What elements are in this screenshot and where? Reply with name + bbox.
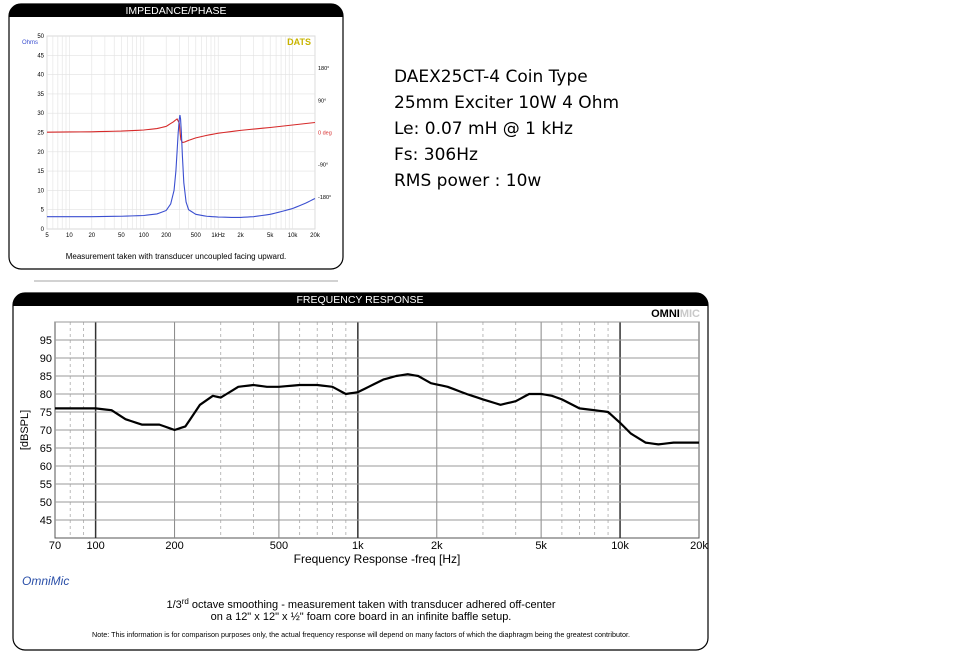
frequency-header-title: FREQUENCY RESPONSE [297, 294, 424, 306]
impedance-y-tick-label: 10 [37, 188, 44, 194]
frequency-x-tick-label: 200 [165, 540, 183, 552]
spec-list: DAEX25CT-4 Coin Type 25mm Exciter 10W 4 … [394, 64, 619, 194]
frequency-note: Note: This information is for comparison… [92, 630, 630, 639]
frequency-x-tick-label: 10k [611, 540, 629, 552]
impedance-y-tick-label: 30 [37, 111, 44, 117]
impedance-y-tick-label: 35 [37, 92, 44, 98]
frequency-response-line [55, 373, 699, 446]
impedance-x-tick-label: 50 [118, 233, 125, 239]
impedance-series-line [47, 115, 316, 218]
impedance-x-tick-label: 1kHz [211, 233, 225, 239]
frequency-x-tick-label: 70 [49, 540, 61, 552]
frequency-x-tick-label: 500 [270, 540, 288, 552]
frequency-y-tick-label: 95 [40, 335, 52, 347]
omnimic-logo: OMNIMIC [651, 308, 700, 320]
impedance-y-tick-label: 5 [41, 208, 45, 214]
phase-y-tick-label: 180° [318, 66, 329, 72]
omnimic-logo-bold: OMNI [651, 308, 680, 320]
frequency-x-tick-label: 5k [535, 540, 547, 552]
phase-series-line [46, 118, 316, 144]
frequency-caption-line1: 1/3rd octave smoothing - measurement tak… [166, 597, 555, 611]
phase-y-tick-label: 0 deg [318, 131, 332, 137]
impedance-x-ticks: 5 10 20 50 100 200 500 1kHz 2k 5k 10k 20k [45, 233, 321, 239]
impedance-y-tick-label: 15 [37, 169, 44, 175]
spec-rms-power: RMS power : 10w [394, 171, 542, 191]
frequency-y-tick-label: 70 [40, 425, 52, 437]
frequency-x-ticks: 70 100 200 500 1k 2k 5k 10k 20k [49, 540, 708, 552]
frequency-y-tick-label: 80 [40, 389, 52, 401]
impedance-caption: Measurement taken with transducer uncoup… [66, 252, 287, 261]
impedance-x-tick-label: 100 [139, 233, 150, 239]
phase-y-ticks: 180° 90° 0 deg -90° -180° [318, 66, 332, 201]
frequency-y-tick-label: 45 [40, 515, 52, 527]
frequency-x-tick-label: 20k [690, 540, 708, 552]
frequency-x-tick-label: 2k [431, 540, 443, 552]
impedance-grid [46, 35, 316, 230]
phase-y-tick-label: -180° [318, 195, 331, 201]
impedance-header-bar [9, 4, 343, 17]
impedance-header-title: IMPEDANCE/PHASE [126, 5, 227, 17]
frequency-y-tick-label: 75 [40, 407, 52, 419]
spec-description: 25mm Exciter 10W 4 Ohm [394, 93, 620, 113]
frequency-panel: FREQUENCY RESPONSE OMNIMIC 4550556065707… [12, 292, 709, 651]
impedance-x-tick-label: 10 [66, 233, 73, 239]
impedance-x-tick-label: 20 [88, 233, 95, 239]
impedance-x-tick-label: 10k [288, 233, 299, 239]
phase-y-tick-label: 90° [318, 98, 326, 104]
frequency-caption-line2: on a 12" x 12" x ½" foam core board in a… [211, 611, 512, 623]
omnimic-logo-light: MIC [680, 308, 700, 320]
frequency-y-tick-label: 90 [40, 353, 52, 365]
impedance-y-tick-label: 20 [37, 150, 44, 156]
impedance-y-tick-label: 50 [37, 34, 44, 40]
spec-model: DAEX25CT-4 Coin Type [394, 67, 588, 87]
caption-line1-text: octave smoothing - measurement taken wit… [189, 599, 556, 611]
impedance-x-tick-label: 20k [310, 233, 321, 239]
frequency-y-tick-label: 65 [40, 443, 52, 455]
frequency-y-tick-label: 85 [40, 371, 52, 383]
impedance-y-tick-label: 0 [41, 227, 45, 233]
frequency-header-bar [13, 293, 708, 306]
dats-logo: DATS [287, 37, 311, 47]
impedance-x-tick-label: 5k [267, 233, 274, 239]
impedance-unit-label: Ohms [22, 40, 38, 46]
impedance-y-tick-label: 45 [37, 53, 44, 59]
impedance-y-tick-label: 25 [37, 131, 44, 137]
frequency-x-axis-label: Frequency Response -freq [Hz] [294, 552, 461, 566]
spec-inductance: Le: 0.07 mH @ 1 kHz [394, 119, 573, 139]
impedance-y-ticks: 0 5 10 15 20 25 30 35 40 45 50 [37, 34, 44, 233]
impedance-x-tick-label: 2k [237, 233, 244, 239]
impedance-y-tick-label: 40 [37, 73, 44, 79]
caption-fraction: 1/3 [166, 599, 181, 611]
frequency-grid [55, 321, 699, 538]
phase-y-tick-label: -90° [318, 163, 328, 169]
frequency-y-ticks: 45 50 55 60 65 70 75 80 85 90 95 [40, 335, 52, 527]
frequency-y-tick-label: 60 [40, 461, 52, 473]
impedance-x-tick-label: 200 [161, 233, 172, 239]
frequency-x-tick-label: 1k [352, 540, 364, 552]
omnimic-brand: OmniMic [22, 574, 69, 588]
spec-resonance: Fs: 306Hz [394, 145, 478, 165]
frequency-y-tick-label: 55 [40, 479, 52, 491]
frequency-x-tick-label: 100 [86, 540, 104, 552]
frequency-y-tick-label: 50 [40, 497, 52, 509]
caption-superscript: rd [182, 597, 189, 606]
frequency-y-axis-label: [dBSPL] [19, 410, 31, 450]
impedance-x-tick-label: 5 [45, 233, 49, 239]
impedance-x-tick-label: 500 [191, 233, 202, 239]
